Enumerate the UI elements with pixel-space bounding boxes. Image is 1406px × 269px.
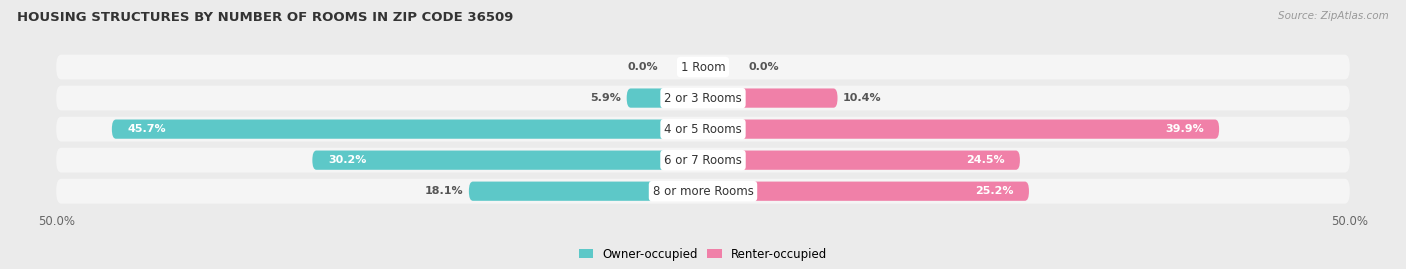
Text: 18.1%: 18.1% (425, 186, 464, 196)
Text: 39.9%: 39.9% (1164, 124, 1204, 134)
FancyBboxPatch shape (703, 119, 1219, 139)
Text: Source: ZipAtlas.com: Source: ZipAtlas.com (1278, 11, 1389, 21)
Text: 10.4%: 10.4% (842, 93, 882, 103)
FancyBboxPatch shape (56, 86, 1350, 111)
Text: 5.9%: 5.9% (591, 93, 621, 103)
FancyBboxPatch shape (56, 55, 1350, 79)
Text: 30.2%: 30.2% (328, 155, 366, 165)
Legend: Owner-occupied, Renter-occupied: Owner-occupied, Renter-occupied (574, 243, 832, 265)
FancyBboxPatch shape (56, 179, 1350, 204)
Text: 8 or more Rooms: 8 or more Rooms (652, 185, 754, 198)
FancyBboxPatch shape (703, 182, 1029, 201)
Text: HOUSING STRUCTURES BY NUMBER OF ROOMS IN ZIP CODE 36509: HOUSING STRUCTURES BY NUMBER OF ROOMS IN… (17, 11, 513, 24)
FancyBboxPatch shape (56, 148, 1350, 173)
FancyBboxPatch shape (627, 89, 703, 108)
Text: 6 or 7 Rooms: 6 or 7 Rooms (664, 154, 742, 167)
Text: 0.0%: 0.0% (748, 62, 779, 72)
FancyBboxPatch shape (703, 89, 838, 108)
Text: 1 Room: 1 Room (681, 61, 725, 73)
FancyBboxPatch shape (468, 182, 703, 201)
FancyBboxPatch shape (703, 151, 1019, 170)
Text: 45.7%: 45.7% (128, 124, 166, 134)
Text: 2 or 3 Rooms: 2 or 3 Rooms (664, 91, 742, 105)
Text: 0.0%: 0.0% (627, 62, 658, 72)
FancyBboxPatch shape (112, 119, 703, 139)
Text: 25.2%: 25.2% (974, 186, 1014, 196)
FancyBboxPatch shape (312, 151, 703, 170)
Text: 4 or 5 Rooms: 4 or 5 Rooms (664, 123, 742, 136)
FancyBboxPatch shape (56, 117, 1350, 141)
Text: 24.5%: 24.5% (966, 155, 1004, 165)
